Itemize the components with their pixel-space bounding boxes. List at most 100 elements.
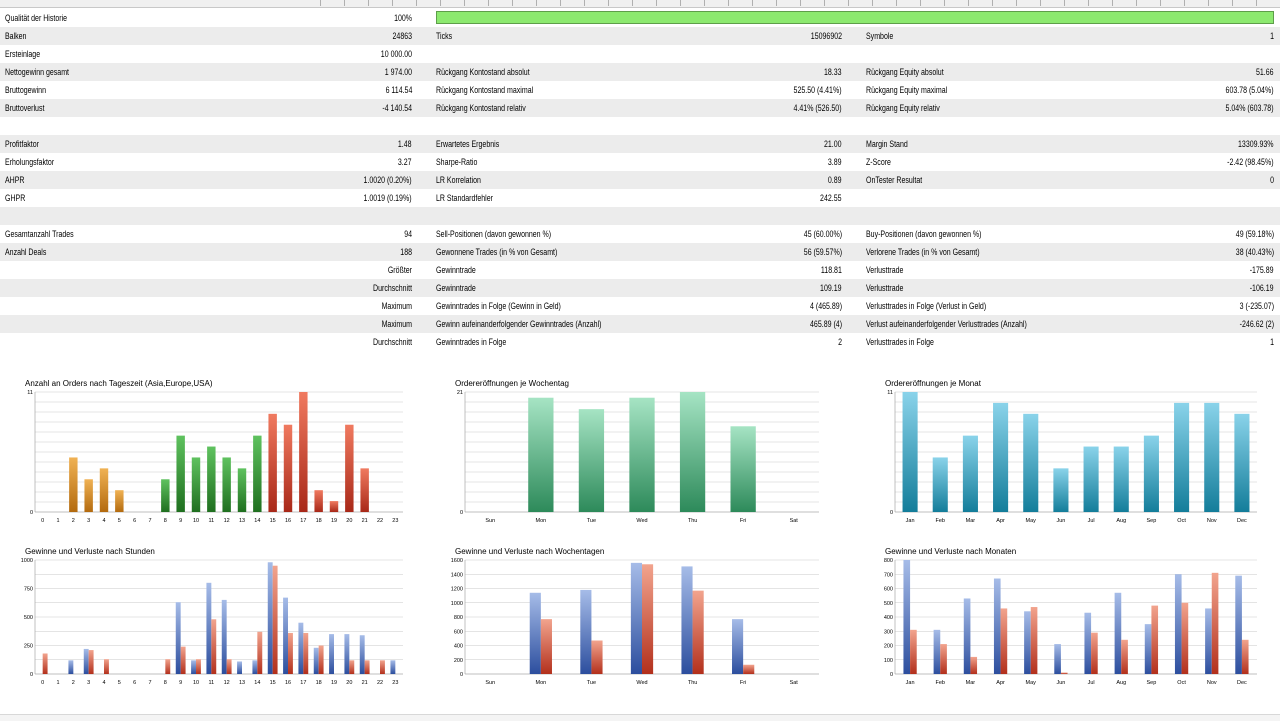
bottom-strip [0, 714, 1280, 721]
bar [1174, 402, 1190, 512]
stat-value: 49 (59.18%) [1235, 229, 1274, 239]
stats-row: Profitfaktor 1.48 Erwartetes Ergebnis 21.00… [0, 135, 1280, 153]
stat-label: OnTester Resultat [866, 175, 923, 185]
x-tick-label: 16 [285, 518, 291, 524]
strip-tick [584, 0, 585, 6]
stat-value: 603.78 (5.04%) [1225, 85, 1274, 95]
stats-row: Gesamtanzahl Trades 94 Sell-Positionen (da… [0, 225, 1280, 243]
strip-tick [728, 0, 729, 6]
stats-row: Bruttoverlust -4 140.54 Rückgang Kontostan… [0, 99, 1280, 117]
x-tick-label: Jan [906, 518, 915, 524]
stat-value: 18.33 [824, 67, 842, 77]
stat-value: 0.89 [828, 175, 842, 185]
bar-series-0 [580, 589, 592, 674]
strip-tick [488, 0, 489, 6]
bar-series-0 [630, 562, 642, 674]
stat-label: Profitfaktor [5, 139, 39, 149]
strip-tick [1136, 0, 1137, 6]
bar-series-0 [963, 598, 971, 674]
bar-series-1 [910, 629, 917, 674]
strip-tick [1040, 0, 1041, 6]
strip-tick [1184, 0, 1185, 6]
strip-tick [368, 0, 369, 6]
stat-label: Rückgang Kontostand absolut [436, 67, 530, 77]
y-tick-label: 500 [884, 601, 893, 607]
strip-tick [1160, 0, 1161, 6]
bar [932, 457, 948, 512]
bar [329, 501, 339, 512]
bar [115, 490, 124, 512]
strip-tick [392, 0, 393, 6]
bar-series-1 [1121, 639, 1128, 674]
chart-title: Anzahl an Orders nach Tageszeit (Asia,Eu… [25, 379, 213, 388]
x-tick-label: Sat [790, 680, 799, 686]
stat-label: Margin Stand [866, 139, 908, 149]
bar-series-1 [211, 619, 217, 674]
quality-value: 100% [394, 13, 412, 23]
stat-value: 242.55 [820, 193, 842, 203]
bar [268, 413, 277, 512]
bar-series-0 [1084, 612, 1092, 674]
stats-row: Maximum Gewinntrades in Folge (Gewinn in … [0, 297, 1280, 315]
x-tick-label: Jun [1056, 680, 1065, 686]
strip-tick [320, 0, 321, 6]
y-tick-label: 400 [454, 644, 463, 650]
y-tick-label: 11 [27, 390, 33, 396]
bar [578, 409, 605, 512]
bar-series-1 [380, 660, 385, 674]
bar [679, 392, 706, 512]
strip-tick [1016, 0, 1017, 6]
y-tick-label: 600 [884, 587, 893, 593]
x-tick-label: Tue [587, 518, 596, 524]
x-tick-label: Sat [790, 518, 799, 524]
bar-series-1 [288, 632, 293, 674]
chart-title: Gewinne und Verluste nach Wochentagen [455, 547, 604, 556]
chart-panel-2: Ordereröffnungen je Monat 0 11 Jan Feb Mar Apr… [885, 379, 1257, 524]
stats-row: AHPR 1.0020 (0.20%) LR Korrelation 0.89 OnTe… [0, 171, 1280, 189]
bar [730, 426, 756, 512]
bar-series-1 [940, 644, 947, 674]
y-tick-label: 300 [884, 629, 893, 635]
bar-series-1 [970, 656, 978, 674]
stats-row: Anzahl Deals 188 Gewonnene Trades (in % vo… [0, 243, 1280, 261]
bar [237, 468, 247, 512]
strip-tick [536, 0, 537, 6]
bar [1023, 413, 1039, 512]
x-tick-label: 3 [87, 680, 90, 686]
top-scroll-strip[interactable] [0, 0, 1280, 8]
stat-value: -246.62 (2) [1239, 319, 1274, 329]
x-tick-label: 10 [193, 518, 199, 524]
bar [528, 397, 554, 512]
stat-label: Verlorene Trades (in % von Gesamt) [866, 247, 980, 257]
x-tick-label: 14 [254, 680, 260, 686]
bar-series-0 [329, 634, 334, 674]
bar-series-1 [272, 565, 278, 674]
stat-value: 45 (60.00%) [803, 229, 842, 239]
charts-area: Anzahl an Orders nach Tageszeit (Asia,Eu… [0, 362, 1280, 717]
stat-value: 525.50 (4.41%) [793, 85, 842, 95]
bar-series-0 [1054, 644, 1061, 674]
strip-tick [944, 0, 945, 6]
stat-value: 56 (59.57%) [803, 247, 842, 257]
x-tick-label: Aug [1116, 518, 1126, 524]
x-tick-label: 16 [285, 680, 291, 686]
x-tick-label: 12 [224, 680, 230, 686]
strip-tick [512, 0, 513, 6]
strip-tick [416, 0, 417, 6]
bar-series-1 [1091, 632, 1098, 674]
y-tick-label: 1200 [451, 587, 463, 593]
stat-label: Verlusttrades in Folge [866, 337, 934, 347]
bar-series-1 [692, 590, 704, 674]
x-tick-label: Fri [740, 680, 746, 686]
x-tick-label: 6 [133, 518, 136, 524]
stats-row: Bruttogewinn 6 114.54 Rückgang Kontostand … [0, 81, 1280, 99]
bar-series-0 [903, 560, 911, 674]
bar-series-1 [642, 564, 654, 674]
strip-tick [896, 0, 897, 6]
x-tick-label: 11 [208, 518, 214, 524]
strip-tick [824, 0, 825, 6]
x-tick-label: 7 [148, 518, 151, 524]
bar-series-1 [591, 640, 603, 674]
strip-tick [872, 0, 873, 6]
bar-series-1 [88, 650, 94, 674]
